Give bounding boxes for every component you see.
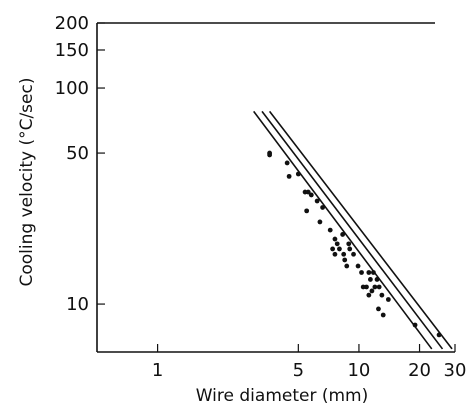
x-tick-label: 20 xyxy=(408,360,431,381)
x-tick-label: 30 xyxy=(444,360,467,381)
data-point xyxy=(436,332,442,338)
data-point xyxy=(332,236,338,242)
x-tick-label: 10 xyxy=(347,360,370,381)
data-point xyxy=(351,251,356,257)
data-point xyxy=(366,292,372,298)
data-point xyxy=(337,246,342,252)
data-point xyxy=(330,246,336,252)
data-point xyxy=(304,208,310,214)
data-point xyxy=(332,251,338,257)
y-tick-label: 50 xyxy=(66,143,89,164)
data-point xyxy=(385,297,391,302)
data-point xyxy=(376,306,381,312)
trend-line xyxy=(268,110,453,350)
data-point xyxy=(376,284,382,290)
data-point xyxy=(340,232,346,237)
data-point xyxy=(346,241,352,247)
data-point xyxy=(327,227,333,233)
data-point xyxy=(379,292,385,298)
y-tick-label: 150 xyxy=(55,40,89,61)
data-point xyxy=(305,189,311,195)
data-point xyxy=(371,270,376,275)
y-tick-label: 200 xyxy=(55,13,89,34)
data-point xyxy=(380,312,386,318)
data-point xyxy=(364,284,369,290)
data-point xyxy=(267,150,273,156)
data-point xyxy=(369,288,375,294)
data-point xyxy=(334,241,340,247)
axis-labels: Wire diameter (mm) Cooling velocity (°C/… xyxy=(17,78,368,406)
data-point xyxy=(286,173,292,179)
data-point xyxy=(366,270,372,275)
data-point xyxy=(359,270,364,275)
x-tick-label: 5 xyxy=(293,360,304,381)
data-point xyxy=(284,160,290,166)
axes: 1 5 10 20 30 10 50 100 150 200 xyxy=(55,13,467,381)
trend-line xyxy=(253,110,433,350)
data-point xyxy=(344,263,350,269)
trend-lines xyxy=(253,110,453,350)
y-axis-title: Cooling velocity (°C/sec) xyxy=(17,78,37,287)
data-point xyxy=(342,257,348,263)
data-points xyxy=(267,150,442,338)
data-point xyxy=(295,171,301,177)
y-tick-label: 100 xyxy=(55,78,89,99)
data-point xyxy=(314,198,320,204)
data-point xyxy=(367,277,373,282)
data-point xyxy=(347,246,353,252)
data-point xyxy=(320,205,326,210)
data-point xyxy=(355,263,361,269)
y-tick-label: 10 xyxy=(66,294,89,315)
data-point xyxy=(317,219,323,225)
data-point xyxy=(308,192,314,198)
data-point xyxy=(412,322,418,328)
data-point xyxy=(372,284,378,290)
x-axis-title: Wire diameter (mm) xyxy=(196,386,369,406)
x-tick-label: 1 xyxy=(152,360,163,381)
data-point xyxy=(341,251,347,257)
data-point xyxy=(374,277,380,282)
trend-line xyxy=(261,110,444,350)
